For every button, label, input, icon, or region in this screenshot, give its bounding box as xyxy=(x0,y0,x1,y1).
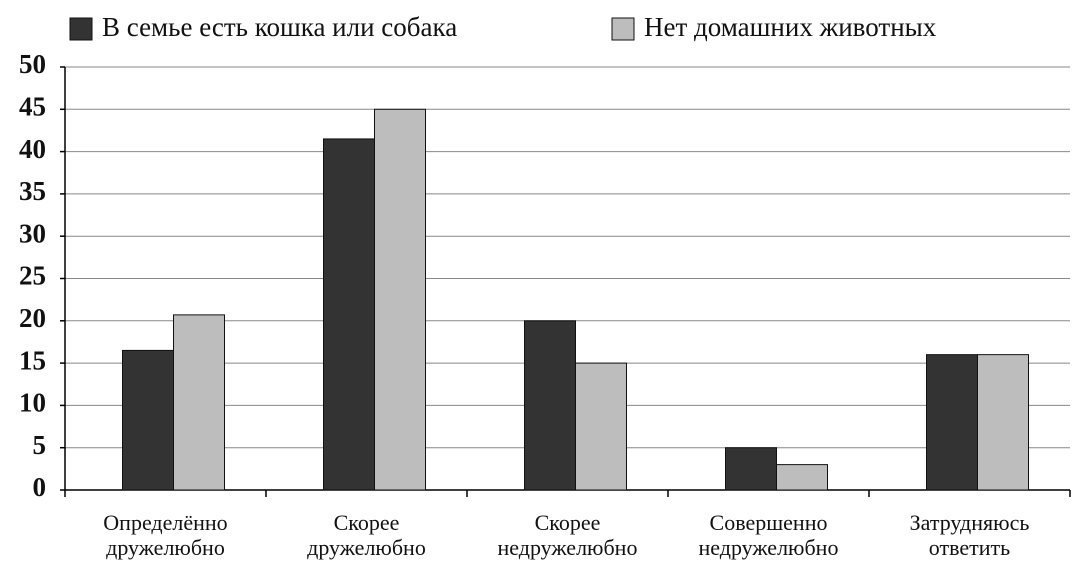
y-tick-label: 10 xyxy=(19,388,46,418)
bar xyxy=(725,447,777,491)
x-tick-label: Затрудняюсь ответить xyxy=(910,510,1030,560)
legend-label: В семье есть кошка или собака xyxy=(102,12,457,42)
legend-swatch xyxy=(69,17,93,41)
bar xyxy=(122,349,174,491)
bar xyxy=(173,314,225,491)
bar xyxy=(926,354,978,491)
bar xyxy=(575,362,627,491)
x-tick-label: Совершенно недружелюбно xyxy=(699,510,839,560)
y-tick-label: 0 xyxy=(33,472,47,502)
y-tick-label: 5 xyxy=(33,430,47,460)
x-tick-label: Определённо дружелюбно xyxy=(103,510,227,560)
y-tick-label: 20 xyxy=(19,303,46,333)
y-tick-label: 45 xyxy=(19,92,46,122)
y-tick-label: 40 xyxy=(19,134,46,164)
legend-label: Нет домашних животных xyxy=(644,12,937,42)
y-tick-label: 50 xyxy=(19,49,46,79)
bar xyxy=(776,464,828,491)
bar xyxy=(524,320,576,491)
y-tick-label: 35 xyxy=(19,176,46,206)
y-tick-label: 25 xyxy=(19,261,46,291)
x-tick-label: Скорее недружелюбно xyxy=(498,510,638,560)
legend-swatch xyxy=(611,17,635,41)
y-tick-label: 15 xyxy=(19,345,46,375)
bar xyxy=(323,138,375,491)
bar xyxy=(374,108,426,491)
y-tick-label: 30 xyxy=(19,218,46,248)
bar xyxy=(977,354,1029,491)
x-tick-label: Скорее дружелюбно xyxy=(307,510,426,560)
